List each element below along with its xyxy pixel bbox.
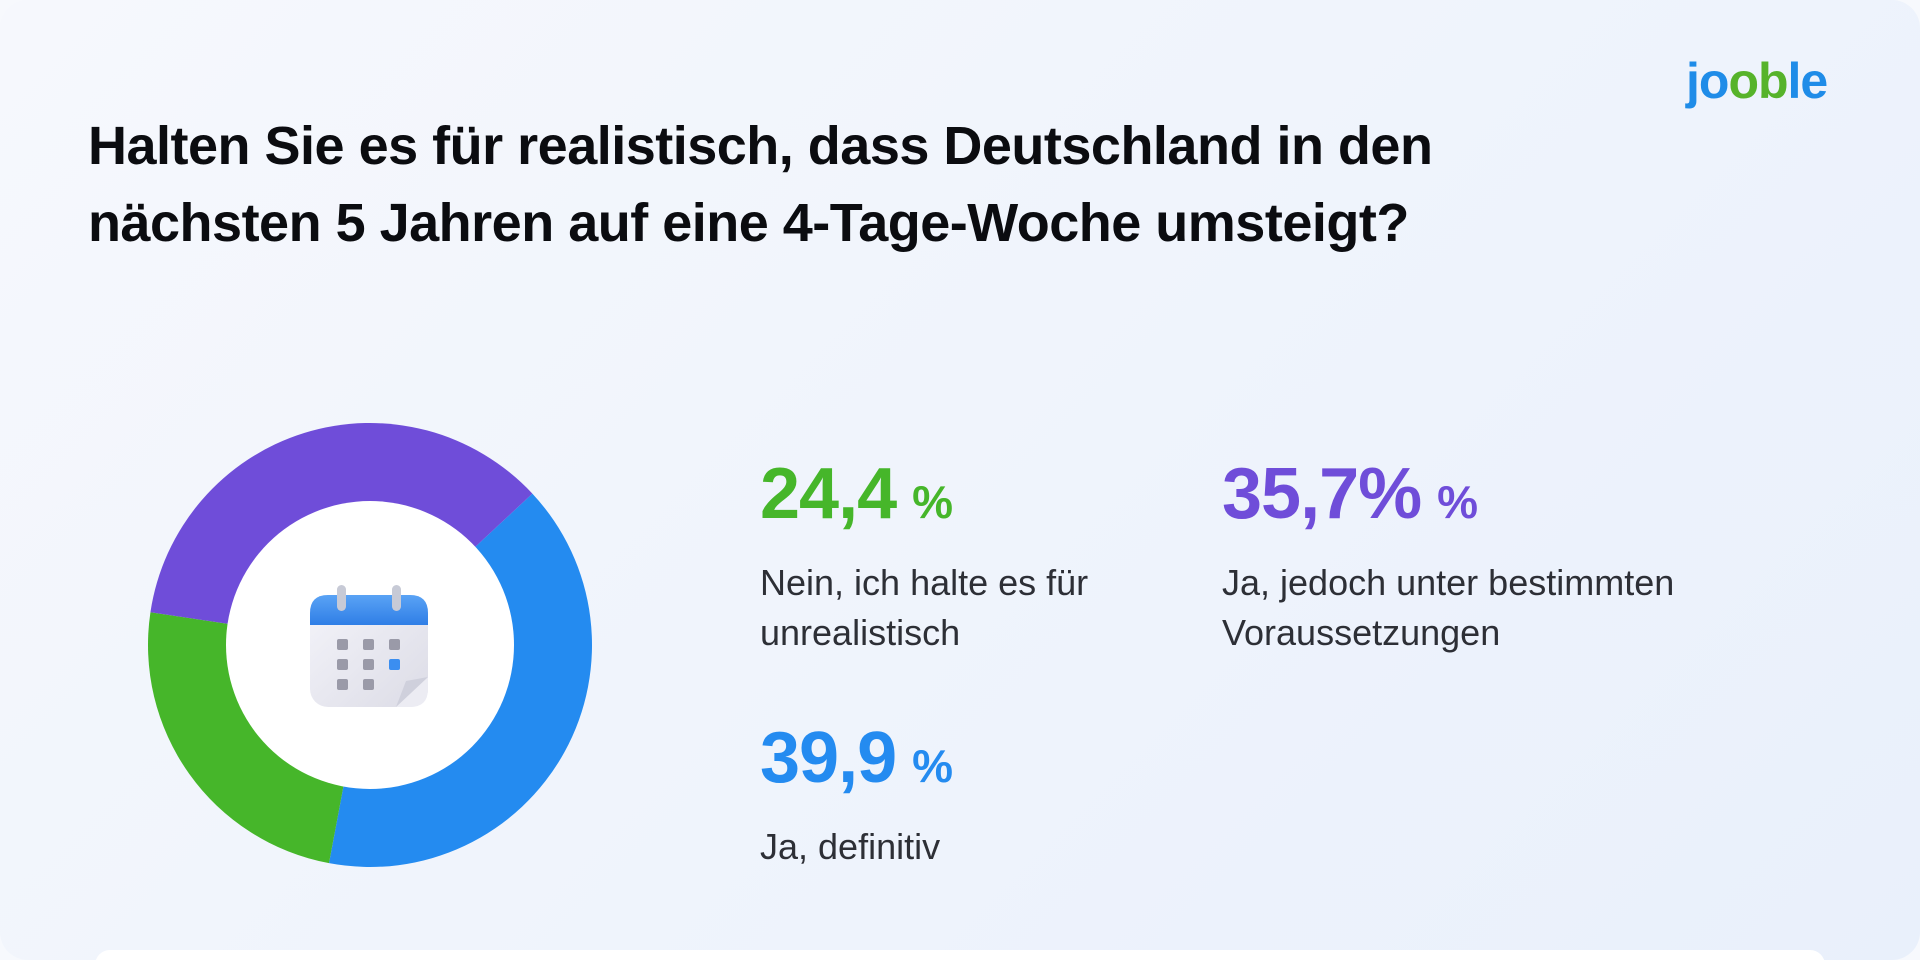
stat-voraussetzungen-label: Ja, jedoch unter bestimmten Voraussetzun…: [1222, 562, 1675, 653]
stat-definitiv-value: 39,9: [760, 718, 897, 798]
logo-part-ob: ob: [1728, 53, 1788, 109]
stat-nein-label: Nein, ich halte es für unrealistisch: [760, 562, 1089, 653]
chart-title: Halten Sie es für realistisch, dass Deut…: [88, 116, 1433, 253]
stat-nein: 24,4% Nein, ich halte es für unrealistis…: [760, 458, 1190, 658]
logo-part-jo: jo: [1686, 53, 1729, 109]
stat-nein-value: 24,4: [760, 454, 897, 534]
stat-voraussetzungen-percent-sign: %: [1437, 476, 1479, 528]
bottom-panel: [95, 950, 1825, 960]
stat-definitiv-label: Ja, definitiv: [760, 826, 941, 867]
stat-voraussetzungen: 35,7%% Ja, jedoch unter bestimmten Vorau…: [1222, 458, 1742, 658]
logo-part-le: le: [1787, 53, 1829, 109]
stat-definitiv-percent-sign: %: [912, 740, 954, 792]
jooble-logo: jooble: [1686, 53, 1829, 109]
stat-nein-percent-sign: %: [912, 476, 954, 528]
stat-definitiv: 39,9% Ja, definitiv: [760, 722, 1190, 872]
calendar-icon: [310, 585, 428, 707]
donut-chart: [147, 422, 592, 867]
stat-voraussetzungen-value: 35,7%: [1222, 454, 1422, 534]
